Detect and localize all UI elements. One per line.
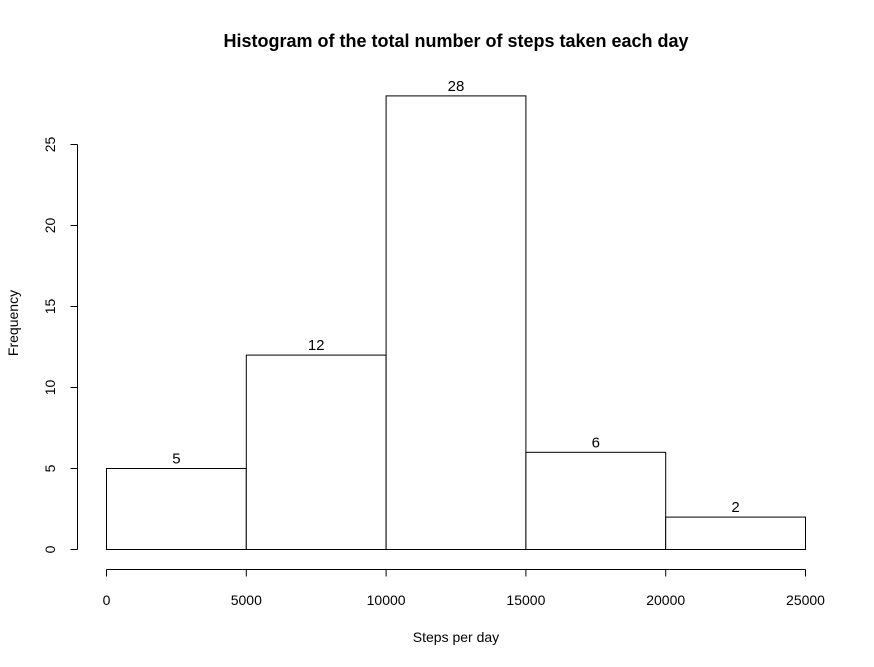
x-tick-label: 20000 [646,592,685,608]
x-axis-label: Steps per day [413,629,499,645]
histogram-bar [385,95,527,551]
x-tick-label: 5000 [231,592,262,608]
bar-labels-group: 5 12 28 6 2 [172,78,740,516]
y-tick-label: 15 [42,299,58,315]
x-tick-label: 0 [103,592,111,608]
histogram-bar [245,354,387,550]
y-tick-label: 10 [42,380,58,396]
y-tick-label: 5 [42,464,58,472]
x-tick-label: 25000 [786,592,825,608]
chart-title: Histogram of the total number of steps t… [223,31,688,51]
histogram-bar [106,468,247,550]
y-tick-label: 20 [42,218,58,234]
y-axis: 0 5 10 15 20 25 [42,137,78,553]
bar-count-label: 6 [592,434,600,451]
histogram-bar [665,516,807,550]
x-tick-label: 10000 [367,592,406,608]
y-tick-label: 25 [42,137,58,153]
bar-count-label: 28 [448,78,465,95]
bar-count-label: 5 [172,451,180,468]
histogram-bar [525,451,667,550]
bars-group [106,95,807,551]
bar-count-label: 2 [731,499,739,516]
y-axis-label: Frequency [5,290,21,356]
x-axis: 0 5000 10000 15000 20000 25000 [103,569,825,608]
bar-count-label: 12 [308,337,325,354]
x-tick-label: 15000 [506,592,545,608]
y-tick-label: 0 [42,545,58,553]
